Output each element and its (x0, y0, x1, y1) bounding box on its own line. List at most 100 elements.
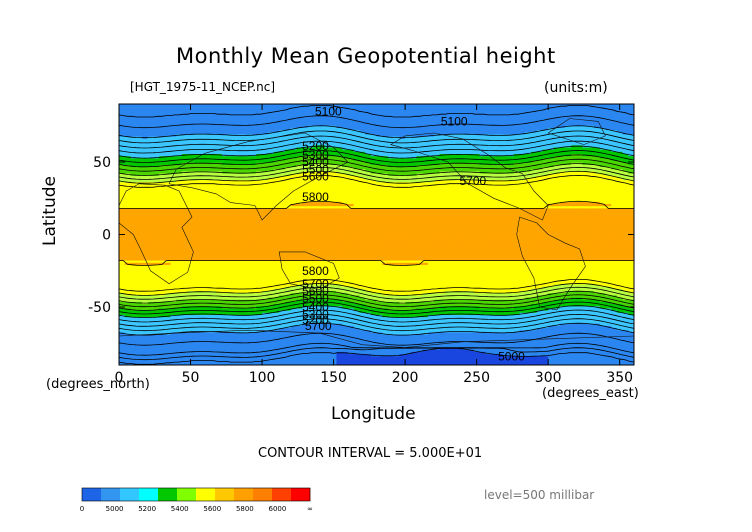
colorbar-label: 0 (80, 505, 84, 513)
contour-label: 5600 (302, 284, 329, 298)
colorbar-swatch (158, 488, 168, 501)
chart-title: Monthly Mean Geopotential height (176, 44, 556, 68)
x-tick-label: 300 (535, 370, 562, 386)
contour-label: 5500 (302, 162, 329, 176)
colorbar-frame (81, 487, 311, 502)
colorbar-label: 5200 (138, 505, 156, 513)
contour-label: 5700 (305, 319, 332, 333)
colorbar-swatch (291, 488, 301, 501)
colorbar-swatch (196, 488, 206, 501)
colorbar-label: ∞ (307, 505, 313, 513)
contour-line (119, 170, 634, 184)
contour-line (119, 150, 634, 163)
contour-line (119, 313, 634, 327)
x-tick-label: 0 (115, 370, 124, 386)
colorbar: 0 5000 5200 5400 5600 5800 6000 ∞ (80, 487, 313, 513)
contour-label: 5500 (302, 291, 329, 305)
contour-line (119, 294, 634, 308)
contour-line (119, 305, 634, 318)
colorbar-label: 6000 (269, 505, 287, 513)
source-label: [HGT_1975-11_NCEP.nc] (130, 80, 276, 94)
contour-line (119, 115, 634, 129)
contour-line (119, 290, 634, 304)
coastlines (119, 118, 634, 348)
coastline (516, 216, 586, 311)
y-tick-label: 50 (93, 155, 111, 171)
contour-label: 5100 (441, 114, 468, 128)
contour-line (119, 282, 634, 296)
x-tick-label: 100 (249, 370, 276, 386)
x-axis-ticks: 0 50 100 150 200 250 300 350 (115, 104, 633, 386)
y-axis-unit: (degrees_north) (46, 377, 150, 392)
contour-line (119, 301, 634, 315)
colorbar-swatch (120, 488, 130, 501)
units-label: (units:m) (544, 80, 608, 96)
colorbar-swatch (167, 488, 178, 501)
colorbar-swatch (101, 488, 111, 501)
contour-line (119, 347, 634, 365)
y-axis-ticks: 50 0 -50 (88, 155, 634, 316)
x-axis-unit: (degrees_east) (542, 386, 639, 401)
coastline (119, 183, 194, 285)
coastline (547, 118, 606, 145)
contour-line (119, 175, 634, 188)
contour-line (119, 166, 634, 180)
level-text: level=500 millibar (484, 488, 595, 502)
contour-label: 5700 (459, 174, 486, 188)
contour-line (119, 163, 634, 176)
y-tick-label: 0 (102, 228, 111, 244)
contour-line (119, 135, 634, 149)
contour-line (119, 154, 634, 168)
x-tick-label: 250 (463, 370, 490, 386)
colorbar-swatch (186, 488, 197, 501)
colorbar-swatch (139, 488, 149, 501)
colorbar-swatch (215, 488, 225, 501)
x-tick-label: 50 (182, 370, 200, 386)
contour-label: 5400 (302, 155, 329, 169)
colorbar-swatch (234, 488, 244, 501)
contour-line (119, 347, 634, 361)
y-axis-label: Latitude (40, 176, 60, 246)
contour-label: 5100 (315, 104, 342, 118)
colorbar-label: 5600 (203, 505, 221, 513)
x-tick-label: 150 (320, 370, 347, 386)
contour-label: 5300 (302, 307, 329, 321)
colorbar-swatch (272, 488, 282, 501)
colorbar-swatch (300, 488, 311, 501)
colorbar-swatch (205, 488, 216, 501)
contour-label: 5200 (302, 139, 329, 153)
colorbar-swatch (262, 488, 273, 501)
colorbar-swatch (148, 488, 159, 501)
colorbar-swatch (253, 488, 263, 501)
contour-label: 5300 (302, 148, 329, 162)
contour-line (119, 158, 634, 172)
contour-label: 5000 (498, 349, 525, 363)
x-axis-label: Longitude (331, 404, 416, 424)
y-tick-label: -50 (88, 300, 111, 316)
colorbar-label: 5800 (236, 505, 254, 513)
contour-line (119, 130, 634, 144)
contour-label: 5800 (302, 190, 329, 204)
contour-label: 5800 (302, 264, 329, 278)
contour-label: 5700 (302, 277, 329, 291)
coastline (119, 329, 634, 348)
contour-line (119, 125, 634, 139)
contour-line (119, 279, 634, 292)
x-tick-label: 200 (392, 370, 419, 386)
colorbar-swatch (224, 488, 235, 501)
contour-label: 5600 (302, 170, 329, 184)
colorbar-swatch (281, 488, 292, 501)
contour-line (119, 342, 634, 356)
colorbar-swatch (129, 488, 140, 501)
contour-line (119, 286, 634, 300)
contour-line (119, 297, 634, 311)
colorbar-label: 5400 (171, 505, 189, 513)
contour-label: 5400 (302, 300, 329, 314)
contour-label: 5200 (302, 313, 329, 327)
colorbar-label: 5000 (106, 505, 124, 513)
contour-line (119, 260, 634, 266)
contour-line (119, 200, 634, 209)
contour-line (119, 145, 634, 159)
colorbar-swatch (177, 488, 187, 501)
